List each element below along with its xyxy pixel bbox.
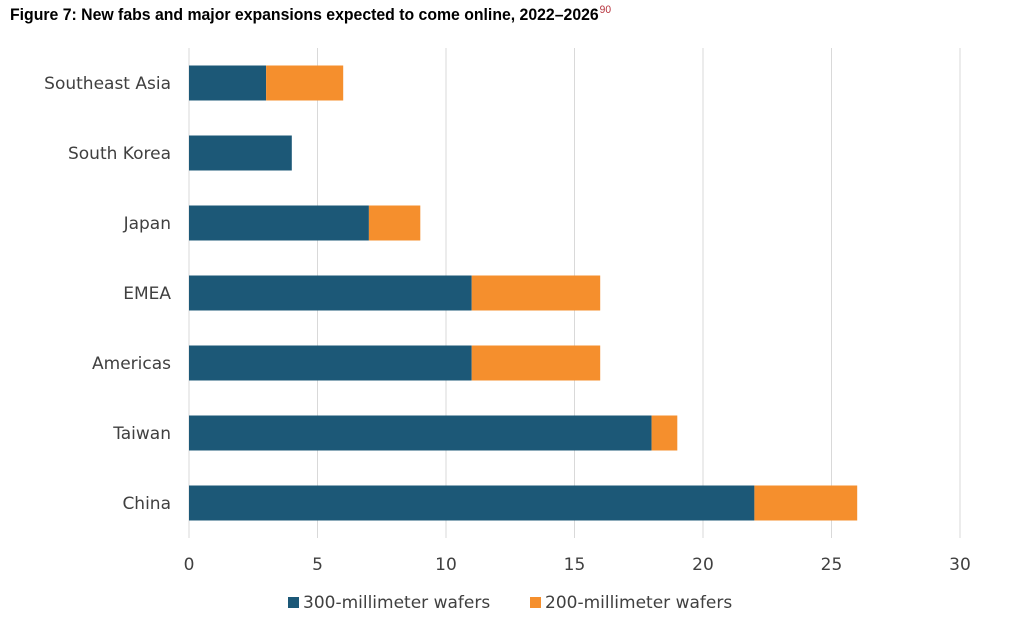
category-label: China	[122, 494, 171, 514]
x-tick-label: 20	[692, 555, 714, 575]
bars	[189, 65, 858, 521]
bar-taiwan-300mm	[189, 415, 652, 451]
legend-label-300mm: 300-millimeter wafers	[303, 593, 490, 613]
chart-title: Figure 7: New fabs and major expansions …	[10, 4, 611, 25]
category-label: Southeast Asia	[44, 74, 171, 94]
legend: 300-millimeter wafers 200-millimeter waf…	[288, 593, 732, 613]
category-label: EMEA	[123, 284, 171, 304]
category-label: Americas	[92, 354, 171, 374]
x-tick-label: 25	[821, 555, 843, 575]
bar-southeast-asia-300mm	[189, 65, 267, 101]
bar-china-300mm	[189, 485, 755, 521]
bar-emea-300mm	[189, 275, 472, 311]
category-label: Taiwan	[112, 424, 171, 444]
category-label: Japan	[123, 214, 171, 234]
legend-swatch-300mm	[288, 597, 299, 608]
bar-americas-200mm	[471, 345, 601, 381]
x-tick-label: 5	[312, 555, 323, 575]
x-tick-label: 10	[435, 555, 457, 575]
bar-emea-200mm	[471, 275, 601, 311]
footnote-marker: 90	[599, 4, 612, 16]
x-tick-label: 15	[564, 555, 586, 575]
bar-taiwan-200mm	[651, 415, 678, 451]
category-label: South Korea	[68, 144, 171, 164]
bar-southeast-asia-200mm	[266, 65, 344, 101]
category-labels: Southeast Asia South Korea Japan EMEA Americ…	[44, 74, 171, 514]
bar-south-korea-300mm	[189, 135, 292, 171]
x-tick-label: 30	[949, 555, 971, 575]
bar-japan-200mm	[368, 205, 421, 241]
x-tick-labels: 0 5 10 15 20 25 30	[184, 555, 971, 575]
bar-china-200mm	[754, 485, 858, 521]
chart-title-text: Figure 7: New fabs and major expansions …	[10, 5, 599, 24]
bar-japan-300mm	[189, 205, 369, 241]
legend-label-200mm: 200-millimeter wafers	[545, 593, 732, 613]
legend-swatch-200mm	[530, 597, 541, 608]
bar-americas-300mm	[189, 345, 472, 381]
x-tick-label: 0	[184, 555, 195, 575]
